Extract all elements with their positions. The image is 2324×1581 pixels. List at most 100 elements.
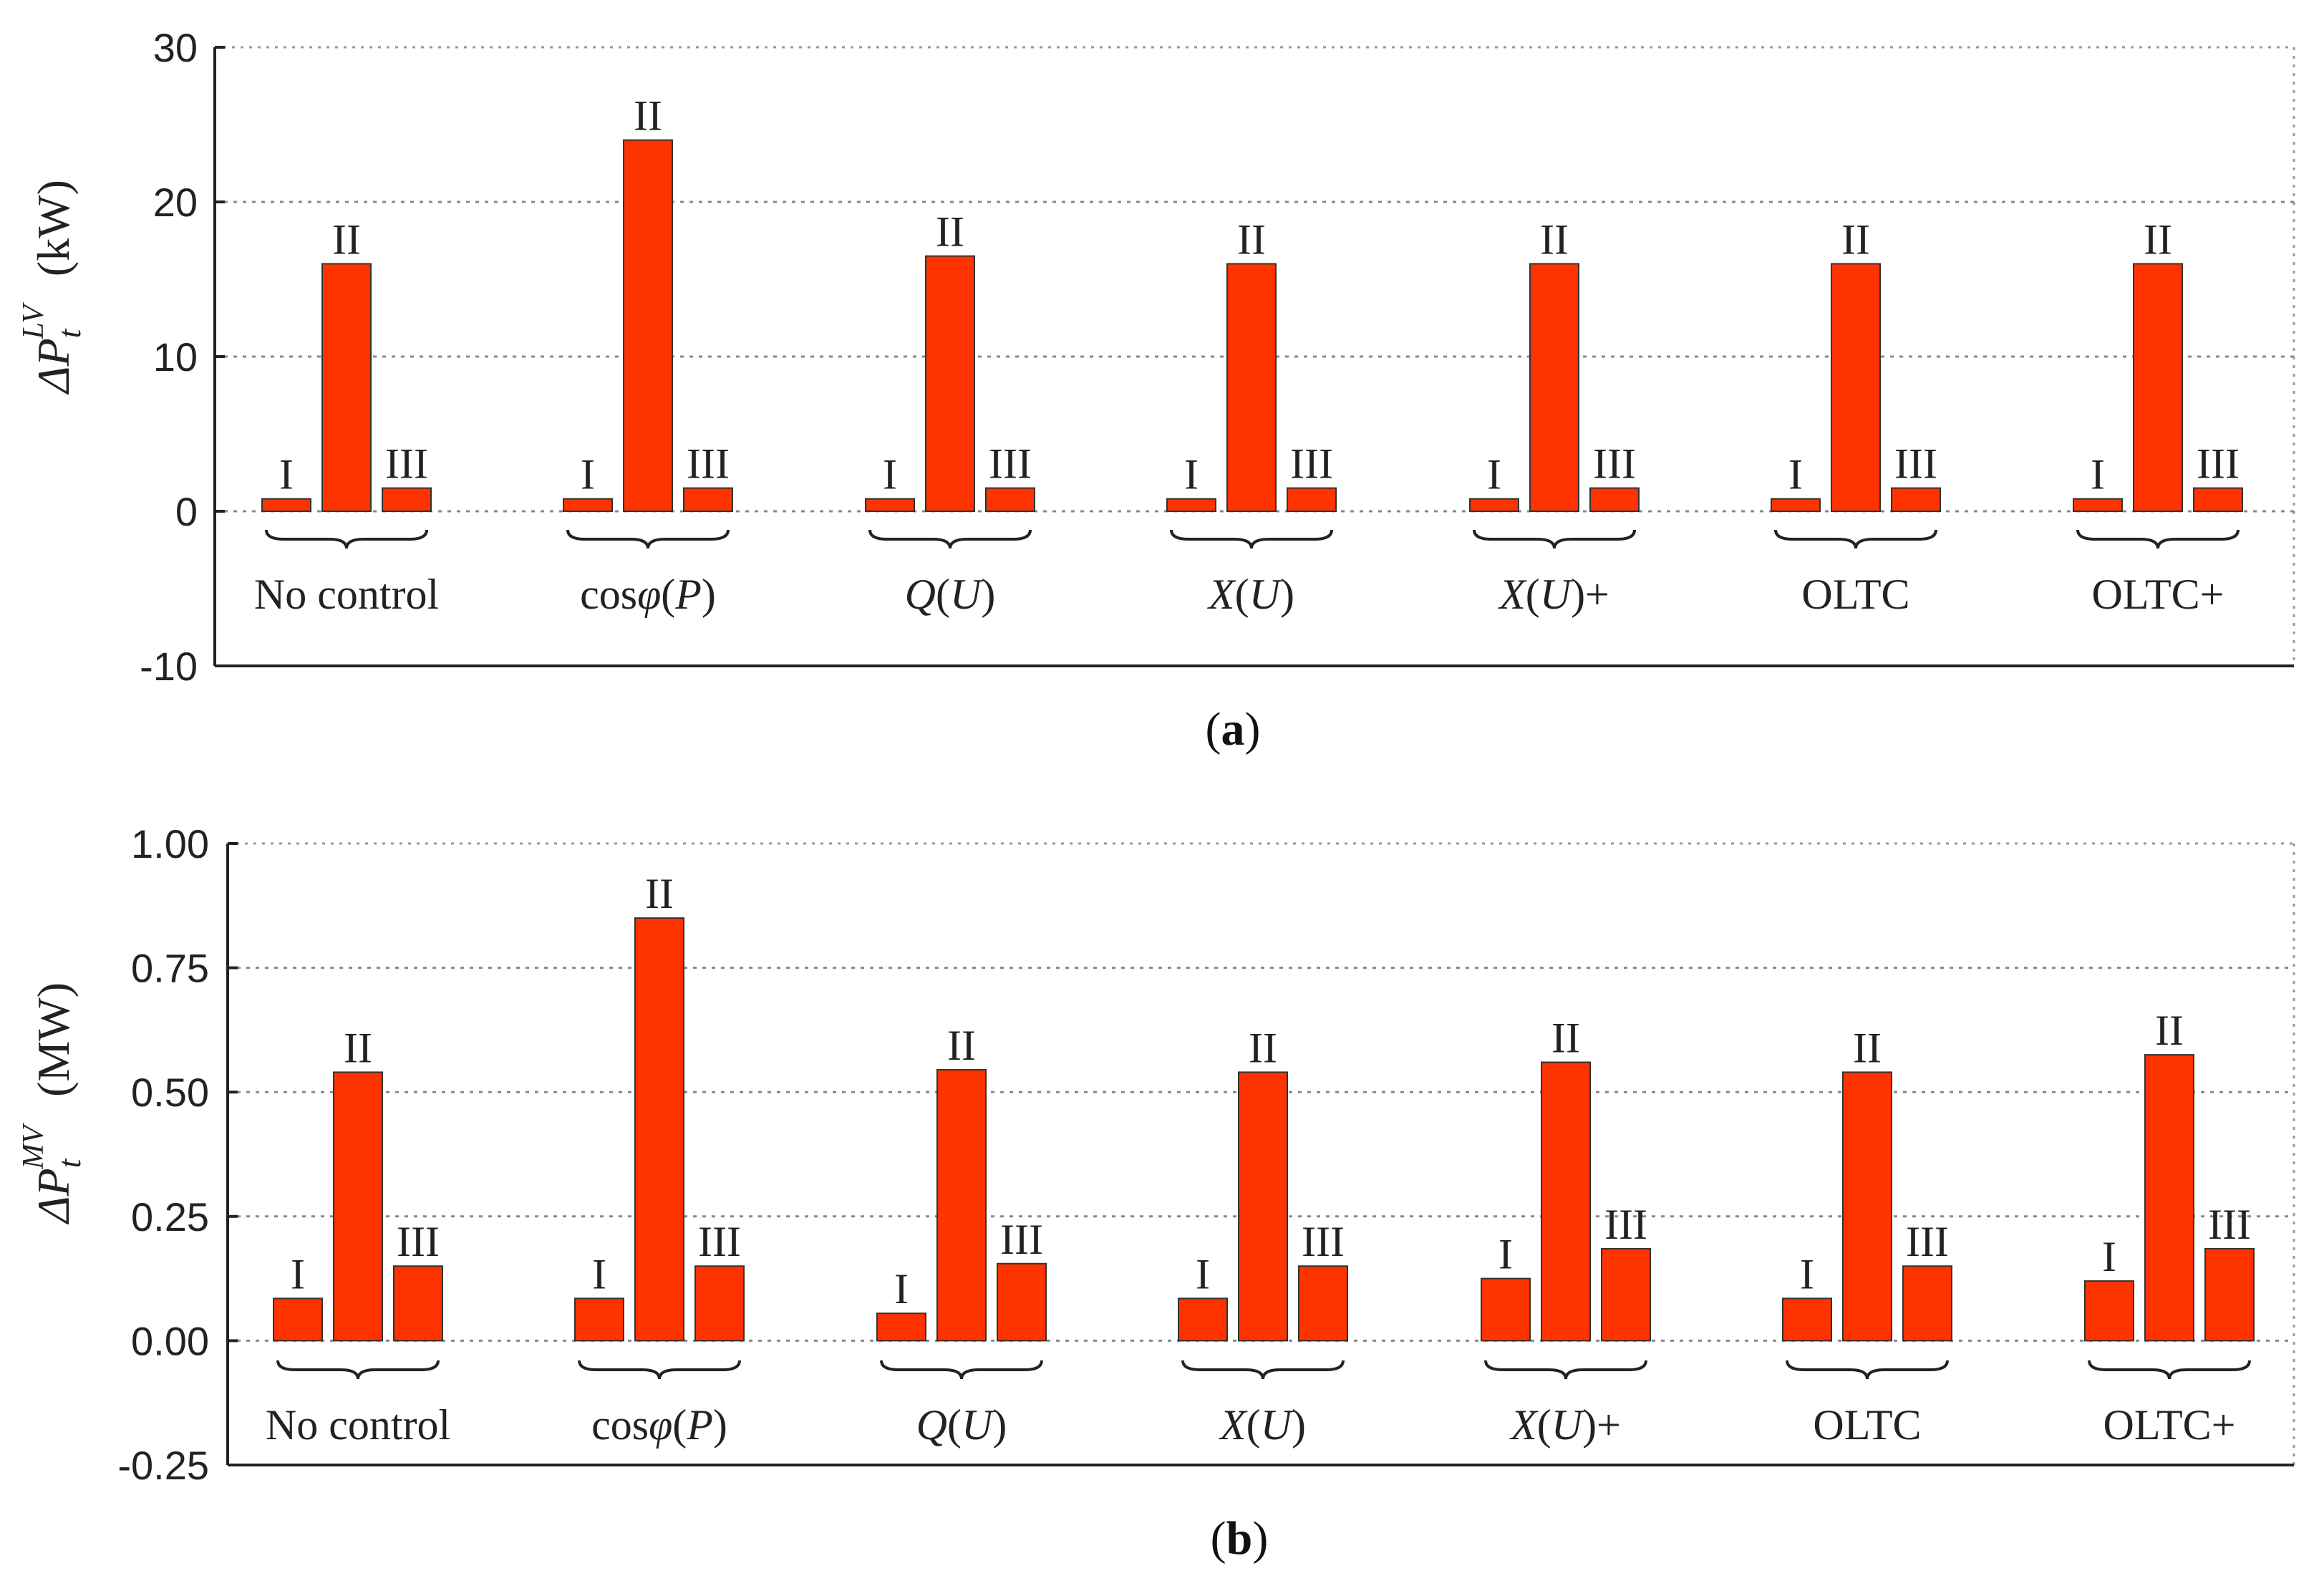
bar-5-2 xyxy=(1891,487,1941,512)
category-label-2: Q(U) xyxy=(905,571,996,618)
bar-label-1-0: I xyxy=(592,1250,606,1297)
group-brace xyxy=(1774,529,1937,549)
bar-label-1-1: II xyxy=(634,92,662,140)
bar-label-1-0: I xyxy=(581,451,595,498)
group-brace xyxy=(1473,529,1636,549)
bar-2-1 xyxy=(936,1068,987,1342)
bar-label-3-2: III xyxy=(1302,1218,1345,1265)
category-label-6: OLTC+ xyxy=(2092,571,2224,618)
group-brace xyxy=(1786,1360,1949,1380)
bar-label-6-2: III xyxy=(2197,440,2240,488)
y-tick-label: 0.75 xyxy=(131,946,209,991)
bar-label-1-2: III xyxy=(687,440,730,488)
bar-label-6-1: II xyxy=(2155,1007,2184,1054)
y-tick-label: 1.00 xyxy=(131,821,209,866)
y-tick-label: 0.00 xyxy=(131,1318,209,1363)
bar-6-1 xyxy=(2133,263,2183,512)
bar-4-0 xyxy=(1469,498,1519,512)
bar-3-2 xyxy=(1298,1265,1348,1342)
bar-6-1 xyxy=(2144,1054,2194,1342)
bar-label-4-2: III xyxy=(1604,1201,1647,1248)
bar-1-0 xyxy=(574,1297,624,1342)
bar-1-1 xyxy=(623,139,673,513)
caption-b: (b) xyxy=(1211,1512,1269,1565)
bar-3-0 xyxy=(1166,498,1216,512)
bar-label-4-2: III xyxy=(1593,440,1636,488)
y-tick-label: 0.25 xyxy=(131,1194,209,1239)
bar-label-6-0: I xyxy=(2091,451,2105,498)
bar-label-1-1: II xyxy=(645,870,674,917)
bar-6-0 xyxy=(2073,498,2123,512)
bar-0-1 xyxy=(321,263,372,512)
bar-label-1-2: III xyxy=(698,1218,741,1265)
bar-3-1 xyxy=(1226,263,1277,512)
bar-label-4-0: I xyxy=(1499,1231,1513,1278)
bar-2-2 xyxy=(985,487,1035,512)
category-label-1: cosφ(P) xyxy=(580,571,716,618)
group-brace xyxy=(2076,529,2240,549)
group-brace xyxy=(1170,529,1333,549)
bar-2-0 xyxy=(865,498,915,512)
bar-label-5-2: III xyxy=(1894,440,1937,488)
bar-label-2-1: II xyxy=(947,1022,976,1069)
bar-0-0 xyxy=(261,498,311,512)
bar-label-6-1: II xyxy=(2144,216,2172,263)
y-axis-label: ΔPtLV(kW) xyxy=(17,180,87,395)
bar-label-2-2: III xyxy=(1000,1216,1043,1263)
bar-label-4-0: I xyxy=(1487,451,1501,498)
bar-label-2-2: III xyxy=(989,440,1032,488)
bar-4-2 xyxy=(1589,487,1640,512)
y-tick-label: 0.50 xyxy=(131,1070,209,1115)
bar-label-3-0: I xyxy=(1184,451,1199,498)
bar-label-3-0: I xyxy=(1196,1250,1210,1297)
bar-3-1 xyxy=(1238,1071,1288,1342)
bar-label-0-0: I xyxy=(291,1250,305,1297)
category-label-1: cosφ(P) xyxy=(591,1401,727,1449)
bar-label-0-2: III xyxy=(397,1218,440,1265)
group-brace xyxy=(276,1360,440,1380)
bar-4-0 xyxy=(1481,1277,1531,1342)
category-label-5: OLTC xyxy=(1801,571,1909,618)
category-label-6: OLTC+ xyxy=(2103,1401,2236,1449)
y-tick-label: 20 xyxy=(153,180,198,225)
bar-label-4-1: II xyxy=(1551,1015,1580,1062)
bar-label-0-0: I xyxy=(279,451,294,498)
bar-0-0 xyxy=(273,1297,323,1342)
bar-label-0-2: III xyxy=(385,440,428,488)
category-label-0: No control xyxy=(254,571,439,618)
category-label-3: X(U) xyxy=(1219,1401,1306,1449)
category-label-3: X(U) xyxy=(1207,571,1294,618)
chart-panel-b: 1.000.750.500.250.00-0.25ΔPtMV(MW)IIIIII… xyxy=(17,821,2295,1565)
bar-3-0 xyxy=(1178,1297,1228,1342)
bar-0-1 xyxy=(333,1071,383,1342)
group-brace xyxy=(578,1360,741,1380)
bar-0-2 xyxy=(393,1265,443,1342)
category-label-2: Q(U) xyxy=(916,1401,1007,1449)
category-label-4: X(U)+ xyxy=(1498,571,1609,618)
category-label-0: No control xyxy=(266,1401,450,1449)
bar-label-0-1: II xyxy=(344,1024,372,1071)
y-tick-label: 30 xyxy=(153,25,198,70)
bar-label-5-1: II xyxy=(1841,216,1870,263)
bar-0-2 xyxy=(382,487,432,512)
group-brace xyxy=(880,1360,1043,1380)
group-brace xyxy=(2088,1360,2251,1380)
y-tick-label: -10 xyxy=(140,644,198,689)
bar-label-5-0: I xyxy=(1788,451,1803,498)
bar-label-2-0: I xyxy=(894,1265,909,1312)
bar-label-0-1: II xyxy=(332,216,361,263)
category-label-5: OLTC xyxy=(1813,1401,1921,1449)
y-tick-label: 10 xyxy=(153,334,198,379)
bar-5-2 xyxy=(1902,1265,1952,1342)
bar-label-5-0: I xyxy=(1800,1250,1814,1297)
bar-1-1 xyxy=(634,917,684,1342)
bar-5-0 xyxy=(1782,1297,1832,1342)
bar-1-2 xyxy=(694,1265,745,1342)
bar-1-0 xyxy=(563,498,613,512)
bar-label-3-2: III xyxy=(1290,440,1333,488)
bar-5-1 xyxy=(1842,1071,1892,1342)
bar-label-3-1: II xyxy=(1237,216,1266,263)
bar-label-2-0: I xyxy=(883,451,897,498)
y-axis-label: ΔPtMV(MW) xyxy=(17,982,87,1225)
